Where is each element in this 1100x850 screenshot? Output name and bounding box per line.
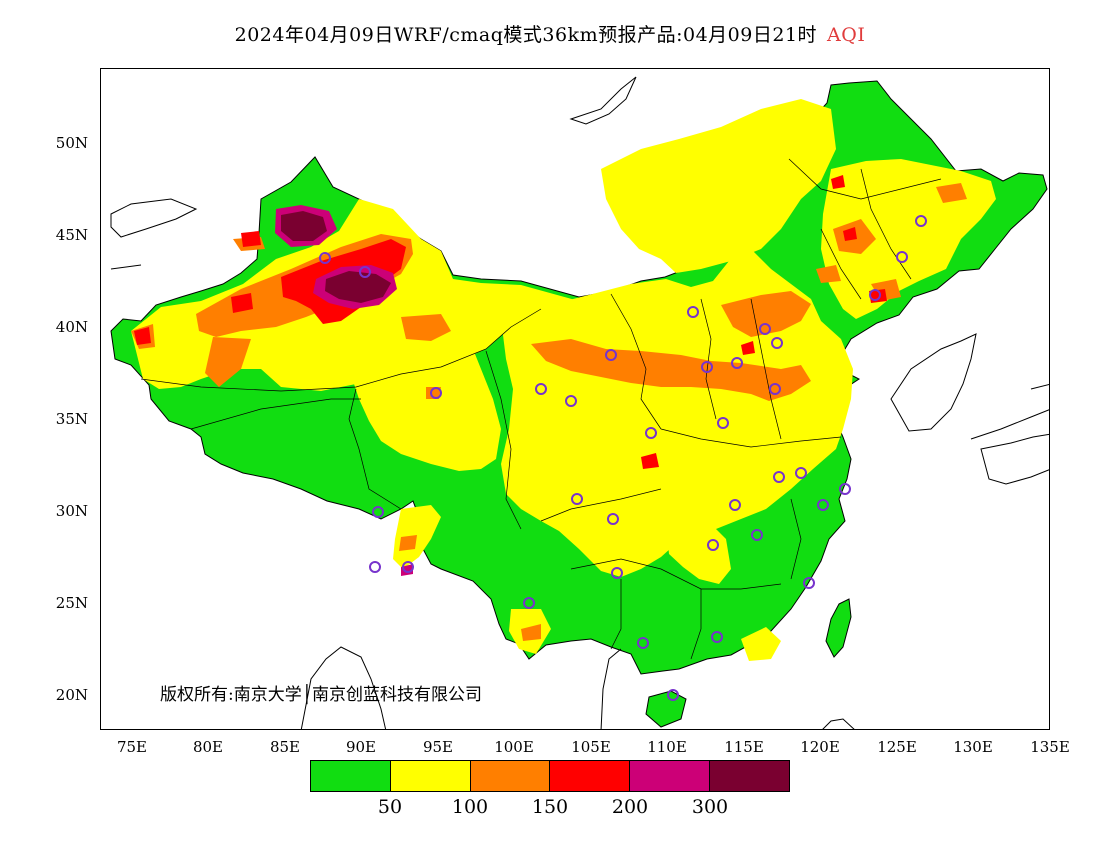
province-boundaries <box>140 158 942 660</box>
lat-label-40n: 40N <box>55 318 88 336</box>
lat-label-35n: 35N <box>55 410 88 428</box>
legend-value-300: 300 <box>691 796 729 818</box>
coastlines <box>110 76 1049 729</box>
legend-swatch-300-plus <box>710 761 789 791</box>
map-title: 2024年04月09日WRF/cmaq模式36km预报产品:04月09日21时 A… <box>0 20 1100 47</box>
lon-label-125e: 125E <box>877 738 917 756</box>
legend-swatch-0-50 <box>311 761 391 791</box>
lat-label-50n: 50N <box>55 134 88 152</box>
lon-label-130e: 130E <box>953 738 993 756</box>
aqi-maroon-zones <box>281 211 391 303</box>
legend-swatch-200-300 <box>630 761 711 791</box>
lon-label-80e: 80E <box>192 738 224 756</box>
station-markers <box>319 215 927 701</box>
lon-label-100e: 100E <box>494 738 534 756</box>
title-text: 2024年04月09日WRF/cmaq模式36km预报产品:04月09日21时 <box>234 24 818 46</box>
lat-label-25n: 25N <box>55 594 88 612</box>
lat-label-20n: 20N <box>55 686 88 704</box>
lat-label-45n: 45N <box>55 226 88 244</box>
lon-label-120e: 120E <box>800 738 840 756</box>
legend-value-100: 100 <box>451 796 489 818</box>
aqi-map-svg <box>110 76 1049 729</box>
legend-swatch-100-150 <box>470 761 551 791</box>
aqi-color-legend <box>310 760 790 792</box>
lon-label-135e: 135E <box>1030 738 1070 756</box>
legend-swatch-150-200 <box>550 761 631 791</box>
lat-label-30n: 30N <box>55 502 88 520</box>
legend-value-150: 150 <box>531 796 569 818</box>
lon-label-95e: 95E <box>422 738 454 756</box>
legend-value-200: 200 <box>611 796 649 818</box>
lon-label-85e: 85E <box>269 738 301 756</box>
lon-label-110e: 110E <box>647 738 687 756</box>
lon-label-115e: 115E <box>724 738 764 756</box>
copyright-notice: 版权所有:南京大学│南京创蓝科技有限公司 <box>160 685 482 705</box>
legend-value-50: 50 <box>377 796 403 818</box>
hainan-island <box>645 690 687 728</box>
map-panel[interactable] <box>100 68 1050 730</box>
lon-label-75e: 75E <box>116 738 148 756</box>
variable-label: AQI <box>827 24 866 46</box>
lon-label-90e: 90E <box>345 738 377 756</box>
taiwan-island <box>825 598 852 658</box>
lon-label-105e: 105E <box>571 738 611 756</box>
legend-swatch-50-100 <box>390 761 471 791</box>
